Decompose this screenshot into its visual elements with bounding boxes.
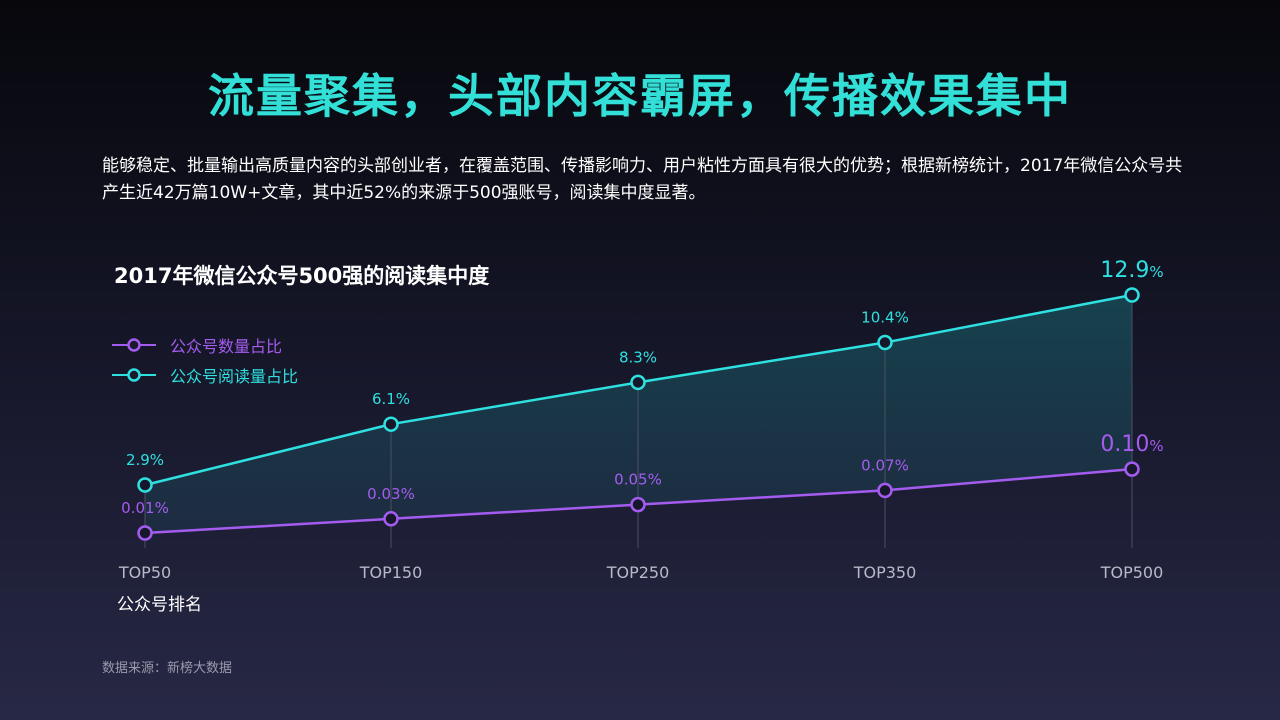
data-point (1124, 287, 1140, 303)
data-label: 0.03% (367, 485, 415, 503)
data-label: 10.4% (861, 309, 909, 327)
legend-item-read-share: 公众号阅读量占比 (112, 360, 298, 390)
data-point (630, 374, 646, 391)
data-point (1124, 461, 1140, 477)
x-tick-label: TOP350 (853, 563, 917, 582)
legend-label-count-share: 公众号数量占比 (170, 337, 283, 356)
x-axis-title: 公众号排名 (117, 595, 202, 615)
legend-label-read-share: 公众号阅读量占比 (170, 367, 299, 386)
legend-line-circle-icon (112, 338, 156, 352)
data-label: 8.3% (619, 348, 657, 366)
chart-legend: 公众号数量占比 公众号阅读量占比 (112, 330, 298, 390)
x-tick-label: TOP50 (118, 563, 171, 582)
legend-item-count-share: 公众号数量占比 (112, 330, 298, 360)
data-point (383, 416, 399, 432)
data-label: 0.05% (614, 471, 662, 489)
x-tick-label: TOP250 (606, 563, 670, 582)
x-tick-label: TOP150 (359, 563, 423, 582)
data-point (877, 334, 893, 351)
data-label: 12.9% (1100, 258, 1163, 283)
data-label: 0.07% (861, 456, 909, 474)
data-label: 0.01% (121, 499, 169, 517)
data-label: 0.10% (1100, 432, 1163, 457)
page-title: 流量聚集，头部内容霸屏，传播效果集中 (208, 69, 1072, 123)
data-point (383, 511, 399, 527)
data-label: 6.1% (372, 390, 410, 408)
data-source: 数据来源：新榜大数据 (102, 661, 233, 676)
x-tick-label: TOP500 (1100, 563, 1164, 582)
data-label: 2.9% (126, 451, 164, 469)
data-point (137, 525, 153, 541)
data-point (137, 477, 153, 493)
chart-title: 2017年微信公众号500强的阅读集中度 (114, 264, 490, 288)
data-point (877, 482, 893, 499)
legend-line-circle-icon (112, 368, 156, 382)
data-point (630, 496, 646, 513)
intro-paragraph: 能够稳定、批量输出高质量内容的头部创业者，在覆盖范围、传播影响力、用户粘性方面具… (102, 156, 1183, 203)
